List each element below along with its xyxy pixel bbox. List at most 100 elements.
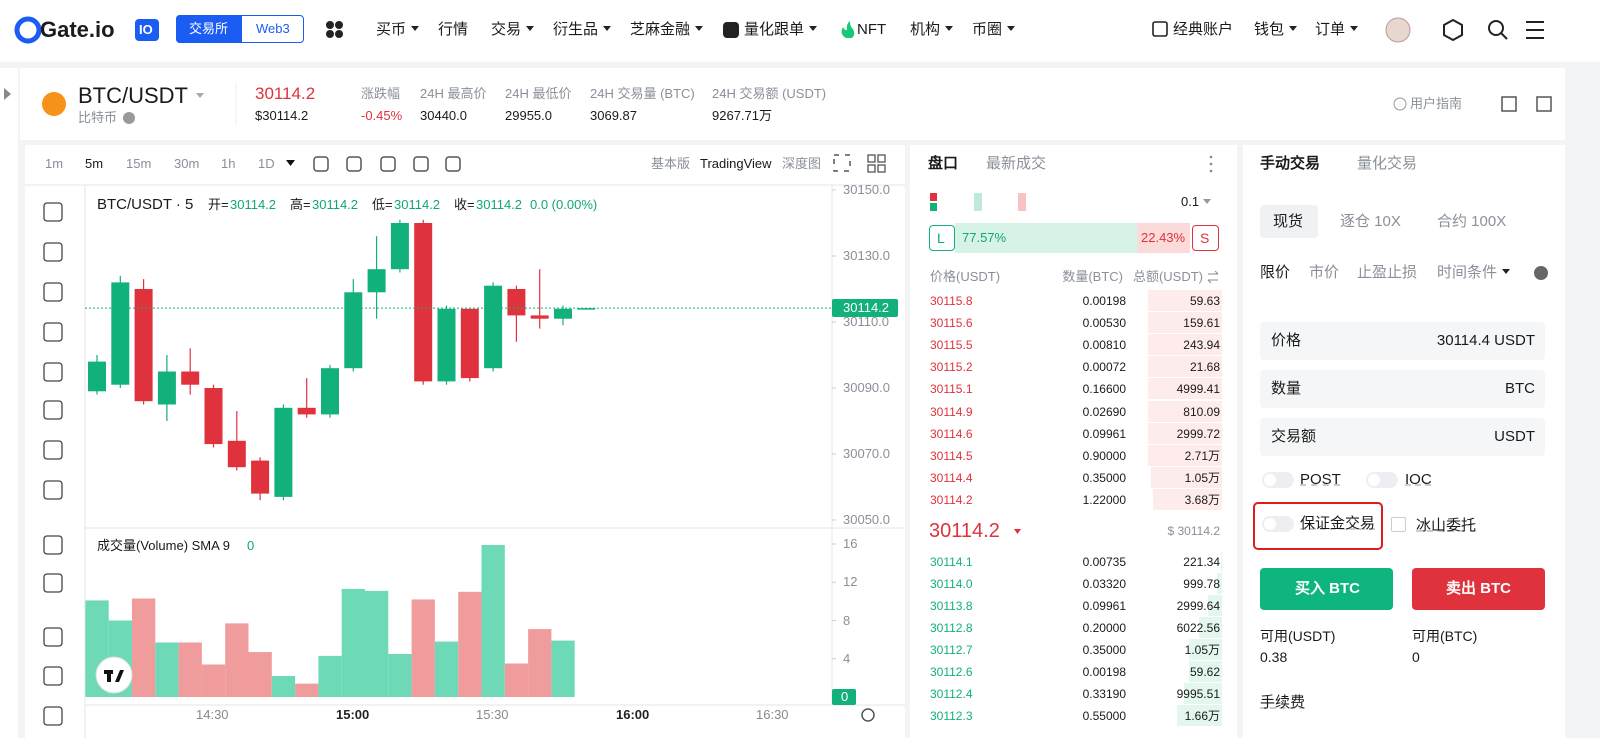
chart-view[interactable]: 基本版 <box>651 156 691 171</box>
time-tick-label: 16:30 <box>756 707 789 722</box>
layout-icon <box>1536 96 1552 112</box>
interval[interactable]: 15m <box>126 156 152 171</box>
ob-qty: 0.35000 <box>1082 470 1126 485</box>
grid-icon <box>326 30 334 38</box>
mid-usd: $ 30114.2 <box>1167 524 1221 538</box>
hex-icon <box>1443 18 1463 42</box>
toggle-item[interactable]: Web3 <box>256 21 290 36</box>
ask-depth <box>1147 290 1222 311</box>
interval[interactable]: 1D <box>258 156 275 171</box>
fee: 手续费 <box>1260 694 1306 711</box>
legend-label: 低= <box>372 197 393 212</box>
menu-item[interactable]: 交易 <box>491 21 534 39</box>
ob-qty: 0.02690 <box>1082 404 1126 419</box>
candle-body <box>321 368 339 415</box>
ob-qty: 0.09961 <box>1082 599 1126 613</box>
ob-price: 30114.2 <box>930 492 973 507</box>
grid-layout-icon <box>867 164 876 173</box>
toggle-item[interactable]: 交易所 <box>189 21 229 36</box>
interval[interactable]: 1h <box>221 156 236 171</box>
chart-view[interactable]: 深度图 <box>782 156 822 171</box>
trade-mode[interactable]: 合约 100X <box>1437 213 1507 230</box>
mid-arrow <box>1014 529 1021 534</box>
candle-body <box>554 308 572 319</box>
bid-depth <box>1216 573 1222 594</box>
ob-header: 总额(USDT) <box>1132 269 1203 284</box>
grid-layout-icon <box>877 154 886 163</box>
ob-total: 59.62 <box>1189 665 1220 679</box>
input[interactable] <box>1260 322 1545 360</box>
filter-icon <box>974 193 982 211</box>
ob-price: 30113.8 <box>930 599 973 613</box>
volume-tag-text: 0 <box>841 689 849 704</box>
candle-body <box>111 282 130 385</box>
menu-item[interactable]: 量化跟单 <box>744 21 817 39</box>
sell-button[interactable] <box>1412 568 1545 610</box>
ob-tab[interactable]: 最新成交 <box>986 155 1047 172</box>
menu-item[interactable]: 买币 <box>376 21 419 39</box>
order-type[interactable]: 时间条件 <box>1437 264 1510 282</box>
candle-body <box>414 223 433 382</box>
long-pct: 77.57% <box>962 230 1007 245</box>
ob-qty: 0.00530 <box>1082 316 1126 331</box>
buy-button[interactable] <box>1260 568 1393 610</box>
option: IOC <box>1405 471 1432 488</box>
nav-right-item[interactable]: 订单 <box>1315 21 1358 39</box>
ob-header: 数量(BTC) <box>1062 269 1123 284</box>
trade-tab[interactable]: 手动交易 <box>1260 155 1321 172</box>
input-label: 数量 <box>1271 380 1302 397</box>
option[interactable]: 保证金交易 <box>1300 515 1376 532</box>
interval[interactable]: 30m <box>174 156 200 171</box>
chart-view[interactable]: TradingView <box>700 156 772 171</box>
nav-right-item[interactable]: 钱包 <box>1254 21 1297 39</box>
nav-right-item[interactable]: 经典账户 <box>1173 21 1234 38</box>
menu-item[interactable]: 衍生品 <box>553 21 611 39</box>
order-type[interactable]: 市价 <box>1309 264 1340 281</box>
toggle-active[interactable] <box>176 15 242 43</box>
menu-item[interactable]: 芝麻金融 <box>630 21 703 39</box>
menu-item[interactable]: 币圈 <box>972 21 1015 39</box>
bid-depth <box>1208 595 1222 616</box>
order-type[interactable]: 限价 <box>1260 264 1291 281</box>
ob-total: 2.71万 <box>1184 448 1220 463</box>
menu-item[interactable]: 行情 <box>438 21 469 38</box>
logo-icon <box>14 16 42 44</box>
badge <box>135 19 159 41</box>
checkbox[interactable] <box>1391 517 1406 532</box>
candle-body <box>227 440 246 468</box>
mid-price: 30114.2 <box>929 520 1000 542</box>
interval[interactable]: 1m <box>45 156 64 171</box>
trade-mode[interactable]: 现货 <box>1273 213 1304 230</box>
chart-tool-icon <box>413 156 429 172</box>
volume-bar <box>341 588 365 697</box>
stat-label: 24H 交易量 (BTC) <box>590 86 695 101</box>
ob-total: 1.05万 <box>1184 643 1220 657</box>
menu-item[interactable]: NFT <box>857 21 887 38</box>
ob-total: 999.78 <box>1183 577 1220 591</box>
input-label: 交易额 <box>1271 428 1317 445</box>
interval[interactable]: 5m <box>85 156 104 171</box>
input[interactable] <box>1260 418 1545 456</box>
trade-mode[interactable]: 逐仓 10X <box>1340 213 1401 230</box>
input[interactable] <box>1260 370 1545 408</box>
drawing-tool-icon <box>43 440 63 460</box>
ob-qty: 0.00072 <box>1082 360 1126 375</box>
ob-total: 810.09 <box>1183 404 1220 419</box>
drawing-tool-icon <box>43 480 63 500</box>
account-icon <box>1152 21 1168 37</box>
stat-label: 24H 最低价 <box>505 86 572 101</box>
ask-depth <box>1148 444 1222 466</box>
ob-tab[interactable]: 盘口 <box>928 155 959 172</box>
trade-tab[interactable]: 量化交易 <box>1357 155 1418 172</box>
volume-bar <box>248 652 272 697</box>
search-handle <box>1500 32 1508 40</box>
bid-depth <box>1189 661 1222 682</box>
guide[interactable]: 用户指南 <box>1410 96 1463 111</box>
tv-logo-shape <box>115 670 124 682</box>
drawing-tool-icon <box>43 573 63 593</box>
order-type[interactable]: 止盈止损 <box>1357 264 1418 281</box>
price-tick-label: 30130.0 <box>843 248 890 263</box>
step[interactable]: 0.1 <box>1181 194 1200 209</box>
menu-item[interactable]: 机构 <box>910 21 953 39</box>
